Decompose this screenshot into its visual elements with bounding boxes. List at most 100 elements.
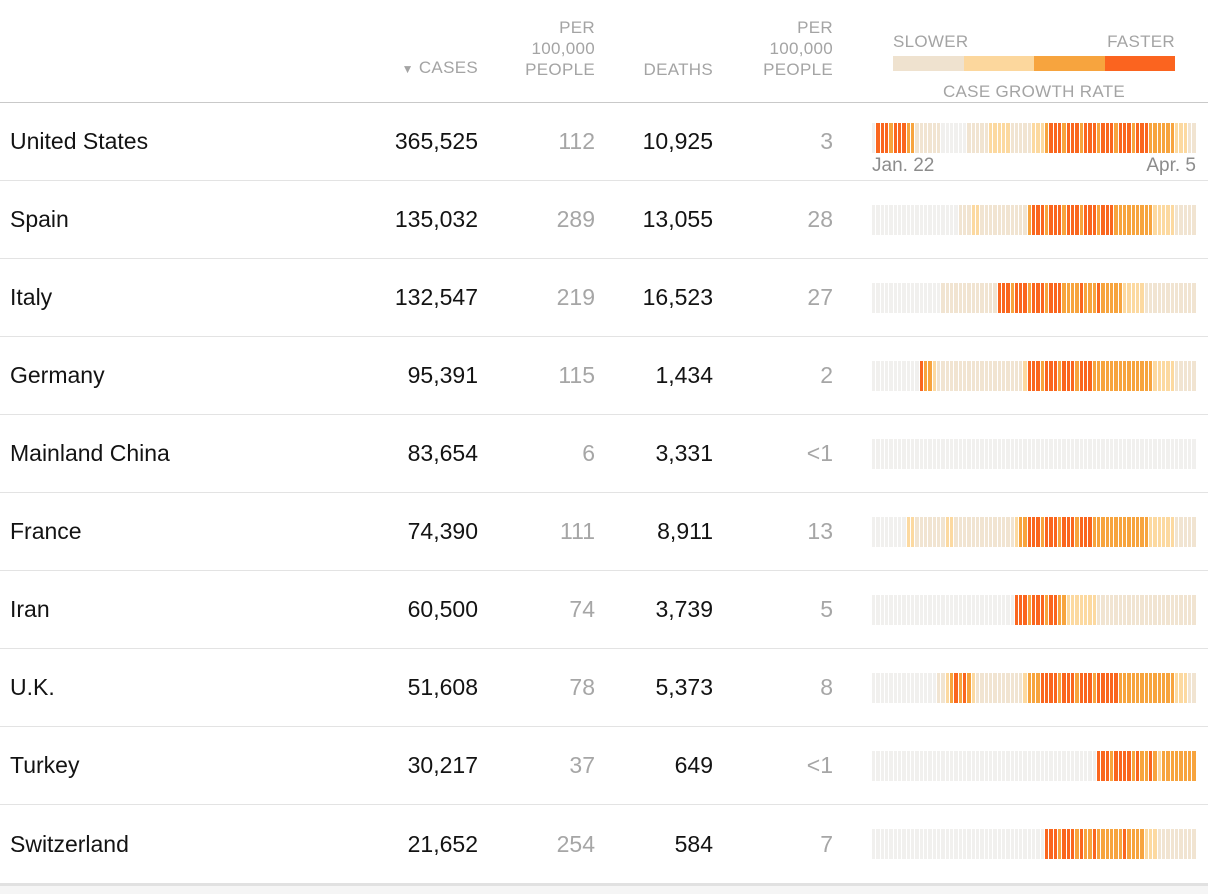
growth-bar — [1140, 673, 1144, 703]
growth-bar — [1023, 123, 1027, 153]
growth-bar — [1092, 205, 1097, 235]
growth-bar — [941, 439, 945, 469]
growth-bar — [1040, 595, 1045, 625]
growth-bar — [932, 517, 936, 547]
growth-bar — [997, 361, 1001, 391]
column-header-cases-per-100k[interactable]: PER 100,000 PEOPLE — [478, 17, 595, 102]
growth-bar — [1062, 283, 1066, 313]
growth-bar — [1036, 439, 1040, 469]
cases-value: 132,547 — [394, 284, 478, 310]
growth-bar — [1092, 123, 1097, 153]
growth-bar — [962, 751, 967, 781]
growth-strip — [872, 517, 1196, 547]
growth-bar — [980, 673, 984, 703]
growth-bar — [1062, 205, 1066, 235]
growth-bar — [954, 673, 958, 703]
growth-bar — [906, 123, 910, 153]
legend-faster-label: FASTER — [1107, 32, 1175, 51]
growth-bar — [1157, 595, 1161, 625]
growth-bar — [906, 439, 910, 469]
growth-bar — [902, 283, 906, 313]
growth-bar — [928, 283, 932, 313]
growth-bar — [975, 751, 980, 781]
growth-bar — [1010, 361, 1014, 391]
growth-bar — [936, 205, 941, 235]
growth-bar — [980, 517, 984, 547]
growth-bar — [1097, 595, 1101, 625]
growth-bar — [1040, 439, 1045, 469]
growth-bar — [1006, 283, 1010, 313]
growth-bar — [906, 595, 910, 625]
growth-bar — [962, 673, 967, 703]
growth-bar — [988, 439, 993, 469]
growth-bar — [1179, 123, 1183, 153]
growth-bar — [1092, 829, 1097, 859]
growth-bar — [1079, 673, 1084, 703]
growth-bar — [1179, 439, 1183, 469]
growth-bar — [1187, 439, 1192, 469]
growth-bar — [880, 751, 884, 781]
growth-bar — [980, 205, 984, 235]
growth-bar — [906, 829, 910, 859]
column-header-cases[interactable]: ▼ CASES — [300, 57, 478, 102]
growth-bar — [984, 361, 988, 391]
growth-bar — [928, 673, 932, 703]
growth-bar — [1097, 751, 1101, 781]
growth-bar — [1179, 205, 1183, 235]
deaths-value: 3,739 — [655, 596, 713, 622]
cases-per-100k-value: 289 — [556, 206, 595, 232]
growth-bar — [1149, 673, 1153, 703]
growth-bar — [1032, 205, 1036, 235]
growth-bar — [1075, 829, 1079, 859]
growth-bar — [958, 361, 962, 391]
growth-bar — [1183, 673, 1187, 703]
growth-bar — [1084, 123, 1088, 153]
growth-bar — [1187, 595, 1192, 625]
growth-bar — [980, 595, 984, 625]
growth-bar — [893, 123, 897, 153]
growth-bar — [1118, 673, 1123, 703]
growth-bar — [975, 439, 980, 469]
growth-bar — [1049, 283, 1053, 313]
growth-bar — [997, 283, 1001, 313]
growth-bar — [1123, 673, 1127, 703]
growth-bar — [1014, 439, 1019, 469]
growth-bar — [1014, 829, 1019, 859]
growth-bar — [876, 517, 880, 547]
growth-bar — [1136, 751, 1140, 781]
growth-bar — [928, 123, 932, 153]
growth-strip-cell — [833, 727, 1208, 804]
growth-bar — [984, 673, 988, 703]
growth-bar — [936, 829, 941, 859]
growth-strip-cell — [833, 493, 1208, 570]
growth-bar — [932, 829, 936, 859]
timeline-start-label: Jan. 22 — [872, 155, 935, 176]
growth-bar — [1183, 205, 1187, 235]
deaths-per-100k-value: 5 — [820, 596, 833, 622]
growth-bar — [876, 595, 880, 625]
growth-bar — [1036, 595, 1040, 625]
growth-bar — [1079, 361, 1084, 391]
growth-bar — [1136, 439, 1140, 469]
growth-bar — [1192, 829, 1196, 859]
growth-bar — [954, 439, 958, 469]
growth-bar — [1101, 283, 1105, 313]
growth-bar — [1149, 123, 1153, 153]
column-header-deaths[interactable]: DEATHS — [595, 59, 713, 102]
growth-bar — [1088, 751, 1092, 781]
deaths-value: 5,373 — [655, 674, 713, 700]
growth-bar — [993, 123, 997, 153]
show-more-bar[interactable] — [0, 883, 1208, 894]
growth-bar — [1088, 595, 1092, 625]
cases-per-100k-value: 74 — [569, 596, 595, 622]
growth-bar — [1127, 361, 1131, 391]
growth-bar — [923, 673, 928, 703]
column-header-deaths-per-100k[interactable]: PER 100,000 PEOPLE — [713, 17, 833, 102]
growth-bar — [1001, 205, 1006, 235]
growth-bar — [967, 829, 971, 859]
growth-bar — [1123, 283, 1127, 313]
growth-bar — [1110, 751, 1114, 781]
growth-bar — [1001, 283, 1006, 313]
growth-bar — [1166, 829, 1170, 859]
growth-bar — [1049, 595, 1053, 625]
